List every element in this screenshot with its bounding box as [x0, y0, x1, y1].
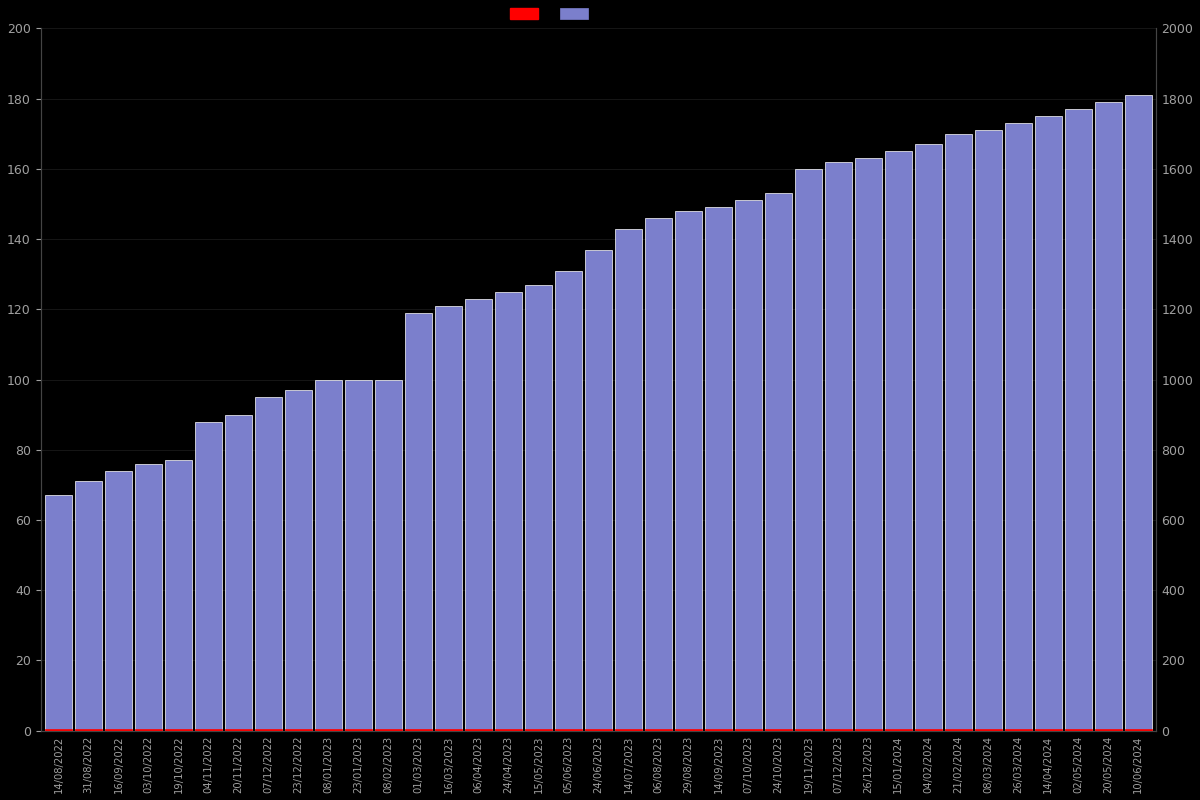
Bar	[284, 390, 312, 730]
Bar	[944, 729, 972, 730]
Bar	[44, 495, 72, 730]
Bar	[464, 729, 492, 730]
Bar	[1004, 729, 1032, 730]
Bar	[194, 422, 222, 730]
Bar	[704, 729, 732, 730]
Bar	[584, 250, 612, 730]
Bar	[884, 729, 912, 730]
Bar	[614, 229, 642, 730]
Bar	[854, 729, 882, 730]
Bar	[764, 194, 792, 730]
Bar	[344, 379, 372, 730]
Bar	[1034, 729, 1062, 730]
Bar	[854, 158, 882, 730]
Bar	[1064, 109, 1092, 730]
Bar	[224, 414, 252, 730]
Bar	[404, 729, 432, 730]
Bar	[974, 130, 1002, 730]
Bar	[824, 162, 852, 730]
Bar	[254, 397, 282, 730]
Bar	[674, 729, 702, 730]
Bar	[284, 729, 312, 730]
Bar	[644, 729, 672, 730]
Bar	[434, 306, 462, 730]
Bar	[974, 729, 1002, 730]
Bar	[194, 729, 222, 730]
Bar	[254, 729, 282, 730]
Bar	[824, 729, 852, 730]
Bar	[404, 313, 432, 730]
Bar	[1124, 729, 1152, 730]
Bar	[734, 729, 762, 730]
Bar	[554, 270, 582, 730]
Bar	[734, 201, 762, 730]
Bar	[554, 729, 582, 730]
Bar	[1064, 729, 1092, 730]
Bar	[524, 285, 552, 730]
Bar	[794, 729, 822, 730]
Bar	[644, 218, 672, 730]
Bar	[764, 729, 792, 730]
Bar	[794, 169, 822, 730]
Bar	[74, 482, 102, 730]
Bar	[914, 729, 942, 730]
Bar	[1034, 116, 1062, 730]
Bar	[164, 460, 192, 730]
Bar	[584, 729, 612, 730]
Bar	[104, 729, 132, 730]
Bar	[884, 151, 912, 730]
Bar	[134, 729, 162, 730]
Bar	[1094, 729, 1122, 730]
Bar	[164, 729, 192, 730]
Bar	[74, 729, 102, 730]
Bar	[1004, 123, 1032, 730]
Bar	[1094, 102, 1122, 730]
Bar	[614, 729, 642, 730]
Bar	[44, 729, 72, 730]
Bar	[134, 464, 162, 730]
Bar	[464, 298, 492, 730]
Bar	[104, 471, 132, 730]
Bar	[674, 211, 702, 730]
Bar	[494, 292, 522, 730]
Legend: , : ,	[505, 3, 602, 26]
Bar	[494, 729, 522, 730]
Bar	[1124, 95, 1152, 730]
Bar	[314, 379, 342, 730]
Bar	[944, 134, 972, 730]
Bar	[704, 207, 732, 730]
Bar	[914, 144, 942, 730]
Bar	[224, 729, 252, 730]
Bar	[344, 729, 372, 730]
Bar	[434, 729, 462, 730]
Bar	[374, 729, 402, 730]
Bar	[314, 729, 342, 730]
Bar	[524, 729, 552, 730]
Bar	[374, 379, 402, 730]
